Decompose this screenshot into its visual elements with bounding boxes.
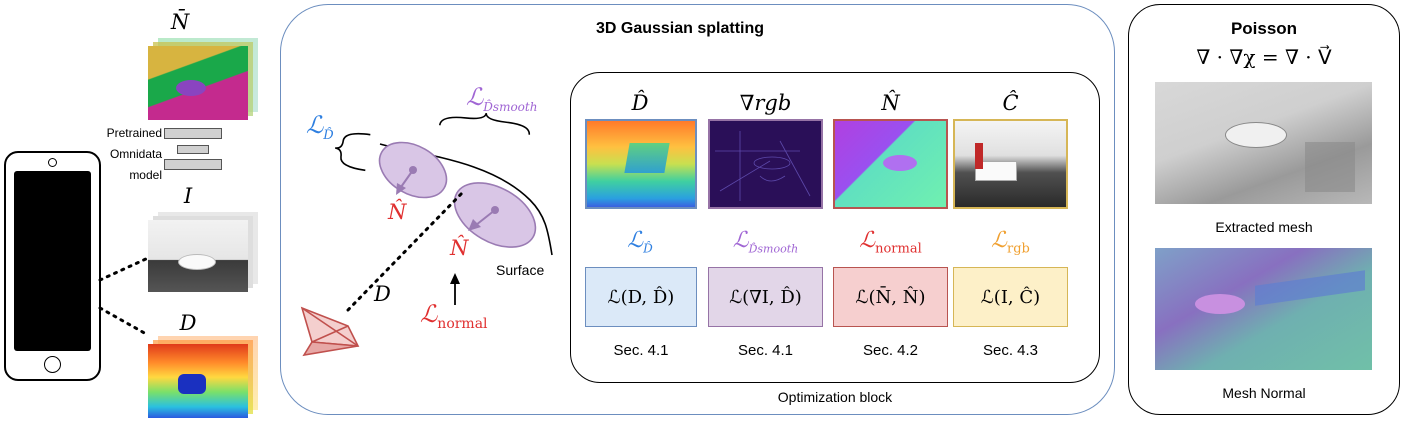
rgb-image-label: I	[183, 184, 193, 208]
rendered-normal-image	[833, 119, 948, 209]
normal-label-1: N̂	[388, 200, 407, 224]
rgb-gradient-header: ∇rgb	[739, 91, 792, 115]
camera-frustum-icon	[300, 306, 360, 357]
depth-brace-right	[438, 112, 531, 135]
poisson-title: Poisson	[1230, 19, 1298, 38]
normal-prior-stack	[148, 38, 258, 120]
optimization-block-caption: Optimization block	[777, 389, 893, 405]
ray-depth-label: D	[374, 282, 391, 306]
gaussian-ellipsoid-2	[453, 182, 537, 248]
normal-prior-label: N̄	[170, 10, 190, 34]
phone-camera	[48, 158, 57, 167]
depth-loss-term-box: ℒ(D, D̂)	[585, 267, 697, 327]
depth-smooth-loss-column-label: ℒD̂smooth	[732, 228, 799, 256]
rendered-normal-header: N̂	[881, 91, 900, 115]
smartphone-icon	[4, 151, 101, 381]
normal-loss-label: ℒnormal	[420, 300, 488, 332]
rgb-image-stack	[148, 212, 258, 292]
phone-screen	[14, 171, 91, 351]
rgb-image	[148, 220, 248, 292]
gaussian-splatting-panel	[280, 4, 1115, 415]
surface-label: Surface	[496, 262, 545, 278]
depth-loss-column-label: ℒD̂	[627, 228, 653, 256]
pretrained-model-label: Pretrained Omnidata model	[106, 126, 162, 182]
depth-smooth-loss-label: ℒD̂smooth	[466, 83, 538, 114]
rendered-color-image	[953, 119, 1068, 209]
normal-loss-term-box: ℒ(N̄, N̂)	[833, 267, 948, 327]
depth-smooth-loss-term-box: ℒ(∇I, D̂)	[708, 267, 823, 327]
extracted-mesh-image	[1155, 82, 1372, 204]
depth-prior-image	[148, 344, 248, 418]
normal-prior-image	[148, 46, 248, 120]
rgb-loss-term-box: ℒ(I, Ĉ)	[953, 267, 1068, 327]
normal-label-2: N̂	[450, 236, 469, 260]
camera-ray	[346, 188, 467, 312]
capture-connectors	[98, 256, 150, 337]
section-ref-depth: Sec. 4.1	[613, 342, 669, 359]
depth-loss-label: ℒD̂	[306, 111, 334, 143]
poisson-equation: ∇ · ∇χ = ∇ · V⃗	[1196, 45, 1332, 69]
depth-prior-label: D	[179, 311, 197, 335]
extracted-mesh-caption: Extracted mesh	[1215, 219, 1313, 235]
rendered-depth-header: D̂	[631, 91, 649, 115]
input-section: N̄ Pretrained Omnidata model I D	[0, 0, 260, 423]
rendered-color-header: Ĉ	[1002, 91, 1019, 115]
optimization-block	[570, 72, 1100, 383]
depth-prior-stack	[148, 336, 260, 418]
depth-brace-left	[334, 132, 371, 172]
mesh-normal-image	[1155, 248, 1372, 370]
normal-loss-column-label: ℒnormal	[859, 228, 922, 257]
section-ref-depth-smooth: Sec. 4.1	[737, 342, 794, 359]
gaussian-splatting-title: 3D Gaussian splatting	[595, 20, 765, 37]
gaussian-illustration	[300, 112, 553, 357]
section-ref-normal: Sec. 4.2	[862, 342, 919, 359]
rgb-gradient-image	[708, 119, 823, 209]
section-ref-rgb: Sec. 4.3	[982, 342, 1039, 359]
phone-home-button	[44, 356, 61, 373]
rgb-loss-column-label: ℒrgb	[991, 228, 1030, 257]
poisson-panel	[1128, 4, 1400, 415]
rendered-depth-image	[585, 119, 697, 209]
mesh-normal-caption: Mesh Normal	[1222, 385, 1306, 401]
network-layers-icon	[164, 128, 224, 172]
